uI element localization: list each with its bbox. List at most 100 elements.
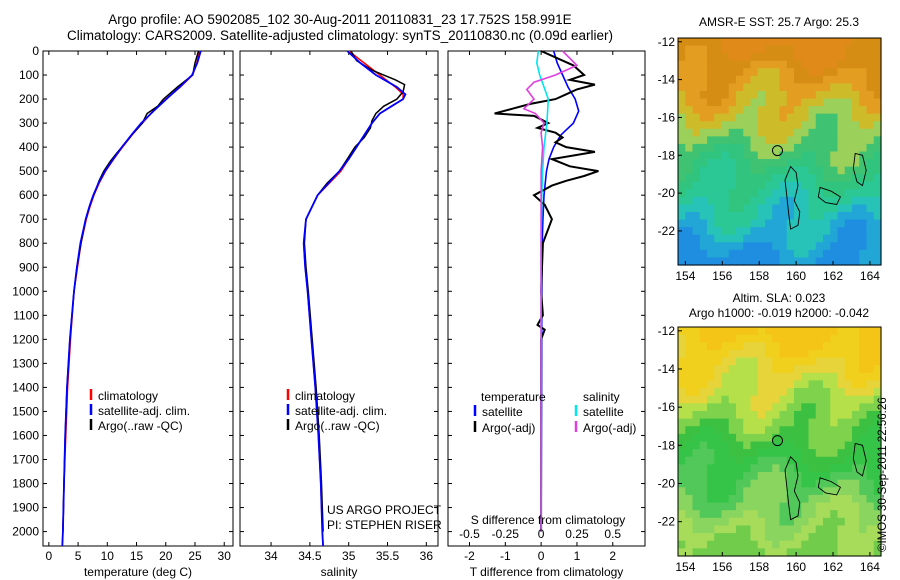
map-cell [736, 380, 744, 389]
map-cell [707, 479, 715, 488]
map-cell [852, 502, 860, 511]
map-cell [707, 372, 715, 382]
legend-label: Argo(-adj) [583, 421, 636, 435]
map-cell [692, 525, 701, 534]
map-cell [714, 151, 723, 160]
map-cell [837, 548, 846, 557]
map-cell [808, 45, 817, 54]
depth-tick-label: 900 [19, 260, 39, 274]
map-cell [801, 510, 810, 519]
map-cell [699, 212, 708, 221]
map-cell [743, 410, 752, 420]
map-cell [678, 181, 686, 190]
map-cell [678, 204, 686, 213]
map-cell [801, 38, 810, 47]
map-cell [743, 75, 752, 84]
map-cell [859, 494, 868, 504]
map-cell [866, 472, 875, 481]
map-x-tick-label: 162 [823, 560, 843, 574]
map-cell [772, 38, 781, 47]
map-cell [765, 45, 773, 54]
map-cell [685, 433, 694, 443]
map-cell [837, 136, 846, 145]
map-cell [750, 257, 759, 266]
map-cell [721, 204, 730, 213]
depth-tick-label: 200 [19, 92, 39, 106]
map-cell [743, 143, 752, 153]
map-cell [866, 181, 875, 190]
map-cell [757, 212, 766, 221]
map-cell [794, 249, 802, 259]
map-cell [743, 45, 752, 54]
map-cell [786, 159, 795, 168]
map-cell [779, 548, 788, 557]
map-cell [808, 494, 817, 504]
map-cell [852, 234, 860, 243]
map-cell [823, 327, 831, 336]
map-cell [801, 212, 810, 221]
map-cell [866, 418, 875, 427]
map-cell [808, 548, 817, 557]
map-cell [808, 204, 817, 213]
map-cell [837, 334, 846, 343]
map-cell [692, 410, 701, 420]
map-cell [714, 533, 723, 542]
map-cell [823, 75, 831, 84]
map-cell [815, 449, 824, 458]
map-cell [815, 342, 824, 351]
map-cell [772, 410, 781, 420]
map-cell [736, 196, 744, 206]
map-cell [779, 159, 788, 168]
map-cell [721, 90, 730, 100]
map-cell [786, 548, 795, 557]
map-cell [837, 365, 846, 374]
map-cell [786, 494, 795, 504]
map-cell [743, 487, 752, 496]
map-cell [685, 128, 694, 137]
map-cell [743, 540, 752, 549]
map-cell [707, 234, 715, 243]
map-cell [685, 472, 694, 481]
map-cell [794, 533, 802, 542]
map-cell [830, 418, 839, 427]
map-cell [692, 121, 701, 130]
map-cell [859, 548, 868, 557]
map-cell [837, 159, 846, 168]
map-cell [823, 159, 831, 168]
map-cell [859, 349, 868, 359]
map-cell [692, 479, 701, 488]
map-cell [837, 121, 846, 130]
map-cell [707, 106, 715, 115]
map-field-2 [678, 327, 882, 557]
map-cell [837, 174, 846, 183]
map-cell [866, 136, 875, 145]
map-cell [721, 517, 730, 527]
map-cell [837, 342, 846, 351]
map-cell [707, 365, 715, 374]
map-cell [692, 334, 701, 343]
map-cell [714, 410, 723, 420]
map-cell [779, 410, 788, 420]
map-cell [830, 68, 839, 77]
map-cell [873, 53, 882, 62]
map-cell [772, 456, 781, 465]
map-cell [765, 151, 773, 160]
map-cell [794, 257, 802, 266]
map-cell [808, 372, 817, 382]
map-cell [721, 388, 730, 397]
pi-annotation-line-1: US ARGO PROJECT [327, 503, 442, 517]
map-cell [765, 388, 773, 397]
map-cell [786, 540, 795, 549]
map-cell [786, 98, 795, 107]
map-cell [801, 357, 810, 366]
map-cell [823, 196, 831, 206]
map-cell [873, 196, 882, 206]
map-cell [757, 472, 766, 481]
map-cell [736, 334, 744, 343]
map-cell [786, 166, 795, 175]
map-cell [808, 517, 817, 527]
map-cell [823, 479, 831, 488]
map-cell [866, 525, 875, 534]
map-cell [823, 410, 831, 420]
map-cell [765, 181, 773, 190]
